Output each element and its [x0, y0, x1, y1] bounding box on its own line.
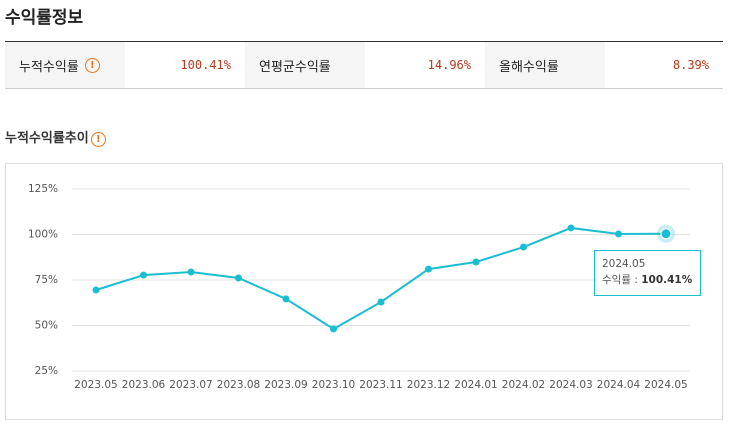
- tooltip-title: 2024.05: [602, 258, 645, 270]
- x-tick-label: 2024.04: [597, 379, 641, 391]
- point: [425, 265, 432, 273]
- tooltip-label: 수익률 :: [602, 274, 641, 286]
- point: [235, 274, 242, 282]
- point: [140, 271, 147, 279]
- x-tick-label: 2023.08: [217, 379, 260, 391]
- summary-table: 누적수익률! 100.41% 연평균수익률 14.96% 올해수익률 8.39%: [5, 41, 723, 89]
- page-title: 수익률정보: [5, 8, 84, 28]
- info-icon[interactable]: !: [90, 132, 106, 147]
- point: [567, 224, 575, 232]
- y-tick-label: 100%: [28, 229, 58, 241]
- y-tick-label: 75%: [35, 274, 58, 286]
- x-tick-label: 2023.12: [407, 379, 450, 391]
- y-tick-label: 50%: [35, 320, 58, 332]
- summary-value: 100.41%: [180, 58, 231, 72]
- point: [330, 325, 337, 333]
- info-icon[interactable]: !: [84, 57, 100, 73]
- point: [187, 268, 195, 276]
- point: [282, 295, 290, 303]
- tooltip-value: 100.41%: [641, 274, 693, 286]
- summary-label: 연평균수익률: [245, 42, 365, 88]
- point: [377, 298, 385, 306]
- x-tick-label: 2023.07: [169, 379, 212, 391]
- summary-value: 14.96%: [427, 58, 471, 72]
- section-title: 누적수익률추이: [5, 131, 89, 146]
- y-tick-label: 125%: [28, 183, 58, 195]
- x-tick-label: 2023.06: [122, 379, 166, 391]
- x-tick-label: 2024.01: [454, 379, 497, 391]
- tooltip-line: 수익률 : 100.41%: [602, 274, 693, 286]
- line: [95, 226, 667, 331]
- y-tick-label: 25%: [35, 365, 58, 377]
- summary-label: 올해수익률: [485, 42, 605, 88]
- point: [92, 286, 100, 294]
- summary-label: 누적수익률: [19, 59, 79, 75]
- x-tick-label: 2023.10: [312, 379, 355, 391]
- point: [615, 230, 622, 238]
- point: [520, 243, 527, 251]
- x-tick-label: 2024.03: [549, 379, 592, 391]
- tooltip-box: [594, 250, 701, 296]
- x-tick-label: 2023.11: [359, 379, 402, 391]
- summary-label-cell: 누적수익률!: [5, 42, 125, 88]
- x-tick-label: 2023.09: [264, 379, 307, 391]
- point: [660, 228, 672, 240]
- section-title-row: 누적수익률추이!: [5, 127, 106, 147]
- x-tick-label: 2024.02: [502, 379, 545, 391]
- x-tick-label: 2023.05: [74, 379, 117, 391]
- summary-value: 8.39%: [672, 58, 709, 72]
- chart-frame: [5, 163, 723, 420]
- point: [472, 258, 480, 266]
- x-tick-label: 2024.05: [644, 379, 687, 391]
